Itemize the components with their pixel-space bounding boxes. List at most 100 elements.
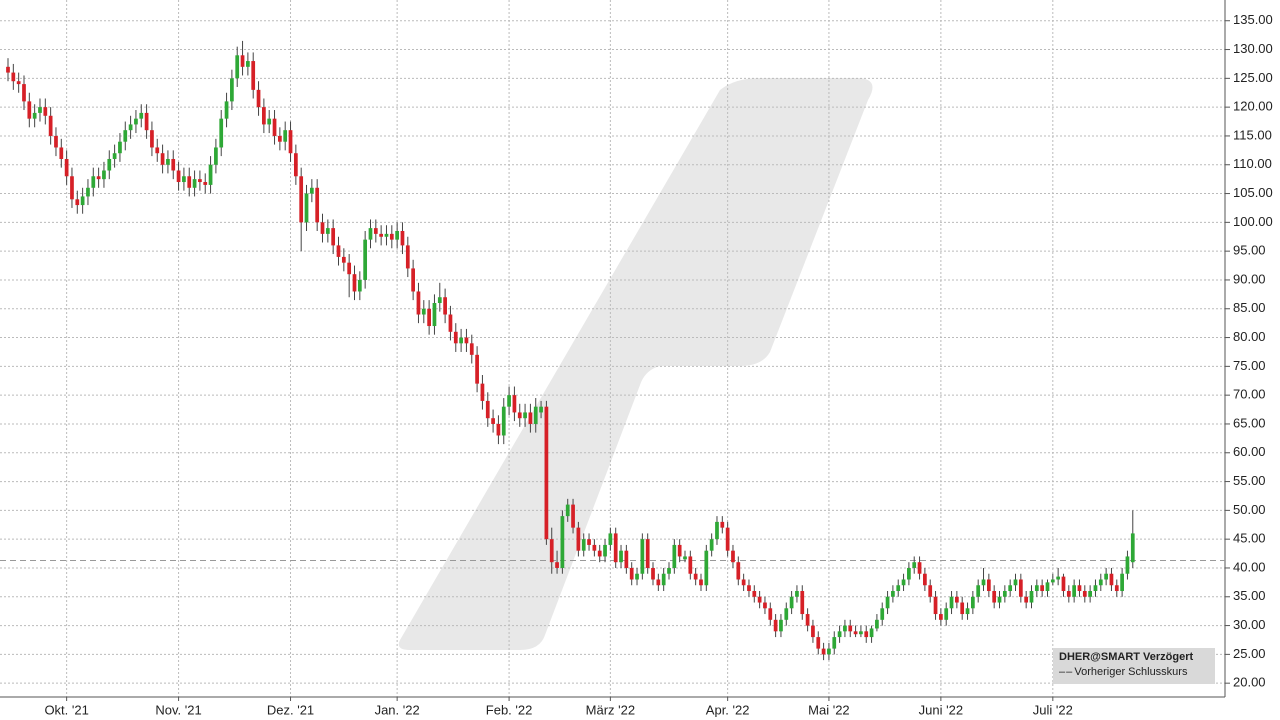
candle-body <box>507 395 511 407</box>
candle-body <box>661 573 666 586</box>
y-tick-label: 110.00 <box>1233 156 1272 171</box>
candle-body <box>368 228 373 240</box>
candle-body <box>699 579 703 586</box>
candle-body <box>629 567 634 580</box>
candle-body <box>725 527 730 551</box>
candle-body <box>970 596 975 609</box>
candle-body <box>150 130 154 148</box>
candle-body <box>427 308 431 327</box>
y-tick-label: 80.00 <box>1233 329 1266 344</box>
x-tick-label: März '22 <box>586 702 635 717</box>
legend-label: Vorheriger Schlusskurs <box>1074 666 1188 678</box>
candle-body <box>453 331 458 344</box>
candle-body <box>789 596 794 609</box>
candle-body <box>192 179 197 188</box>
candle-body <box>1045 582 1050 592</box>
candle-body <box>667 567 671 574</box>
candle-body <box>917 562 922 574</box>
y-tick-label: 125.00 <box>1233 70 1273 85</box>
candle-body <box>891 591 895 597</box>
candle-body <box>411 268 415 292</box>
y-tick-label: 65.00 <box>1233 415 1266 430</box>
candle-body <box>1114 585 1119 592</box>
candle-body <box>549 539 554 563</box>
y-tick-label: 135.00 <box>1233 12 1273 27</box>
candle-body <box>928 585 933 597</box>
candle-body <box>379 233 384 237</box>
candle-body <box>986 579 991 592</box>
candle-body <box>352 274 357 292</box>
candle-body <box>91 176 96 188</box>
x-tick-label: Apr. '22 <box>706 702 750 717</box>
y-tick-label: 35.00 <box>1233 588 1266 603</box>
candle-body <box>640 539 645 574</box>
candle-body <box>22 84 26 102</box>
candle-body <box>341 256 346 263</box>
candle-body <box>981 579 986 586</box>
candle-body <box>1050 579 1055 583</box>
y-tick-label: 105.00 <box>1233 185 1273 200</box>
candle-body <box>118 141 122 154</box>
candle-body <box>688 556 693 574</box>
candle-body <box>48 115 53 136</box>
candle-body <box>347 262 352 275</box>
candle-body <box>752 591 757 597</box>
candle-body <box>560 516 565 568</box>
x-tick-label: Okt. '21 <box>44 702 88 717</box>
candle-body <box>555 562 559 568</box>
candle-body <box>853 631 858 635</box>
candle-body <box>1061 576 1066 592</box>
candle-body <box>11 72 16 82</box>
candle-body <box>965 608 970 615</box>
candle-body <box>619 550 623 563</box>
candle-body <box>160 153 165 165</box>
candle-body <box>923 573 927 586</box>
candle-body <box>432 302 437 327</box>
y-tick-label: 100.00 <box>1233 214 1273 229</box>
candle-body <box>864 631 869 638</box>
candle-body <box>1040 585 1045 592</box>
candle-body <box>421 308 426 315</box>
y-tick-label: 40.00 <box>1233 559 1266 574</box>
candle-body <box>773 619 778 632</box>
candle-body <box>944 608 949 620</box>
candle-body <box>1098 579 1103 586</box>
candle-body <box>139 112 144 119</box>
y-tick-label: 60.00 <box>1233 444 1266 459</box>
candle-body <box>693 573 698 580</box>
candle-body <box>731 550 735 563</box>
candle-body <box>896 585 901 592</box>
candle-body <box>736 562 741 580</box>
candle-body <box>832 637 837 649</box>
candle-body <box>512 395 517 413</box>
candle-body <box>235 55 240 79</box>
candle-body <box>384 233 389 237</box>
candle-body <box>54 135 58 148</box>
y-tick-label: 55.00 <box>1233 473 1266 488</box>
candle-body <box>448 314 453 332</box>
y-tick-label: 45.00 <box>1233 531 1266 546</box>
candle-body <box>309 187 314 194</box>
candle-body <box>27 101 32 119</box>
candle-body <box>848 625 853 632</box>
candle-body <box>880 608 885 620</box>
candle-body <box>1056 576 1061 580</box>
candle-body <box>283 130 288 142</box>
candle-body <box>480 383 485 401</box>
candle-body <box>517 412 522 419</box>
candle-body <box>485 400 490 419</box>
candle-body <box>576 527 581 551</box>
candle-body <box>587 539 591 545</box>
candle-body <box>1008 585 1013 592</box>
candle-body <box>75 199 80 206</box>
candle-body <box>875 619 879 629</box>
candle-body <box>464 337 469 344</box>
candle-body <box>219 118 224 148</box>
y-tick-label: 50.00 <box>1233 502 1266 517</box>
candle-body <box>240 55 245 67</box>
x-tick-label: Dez. '21 <box>267 702 314 717</box>
candle-body <box>683 556 687 560</box>
candle-body <box>784 608 789 620</box>
candle-body <box>816 637 821 649</box>
